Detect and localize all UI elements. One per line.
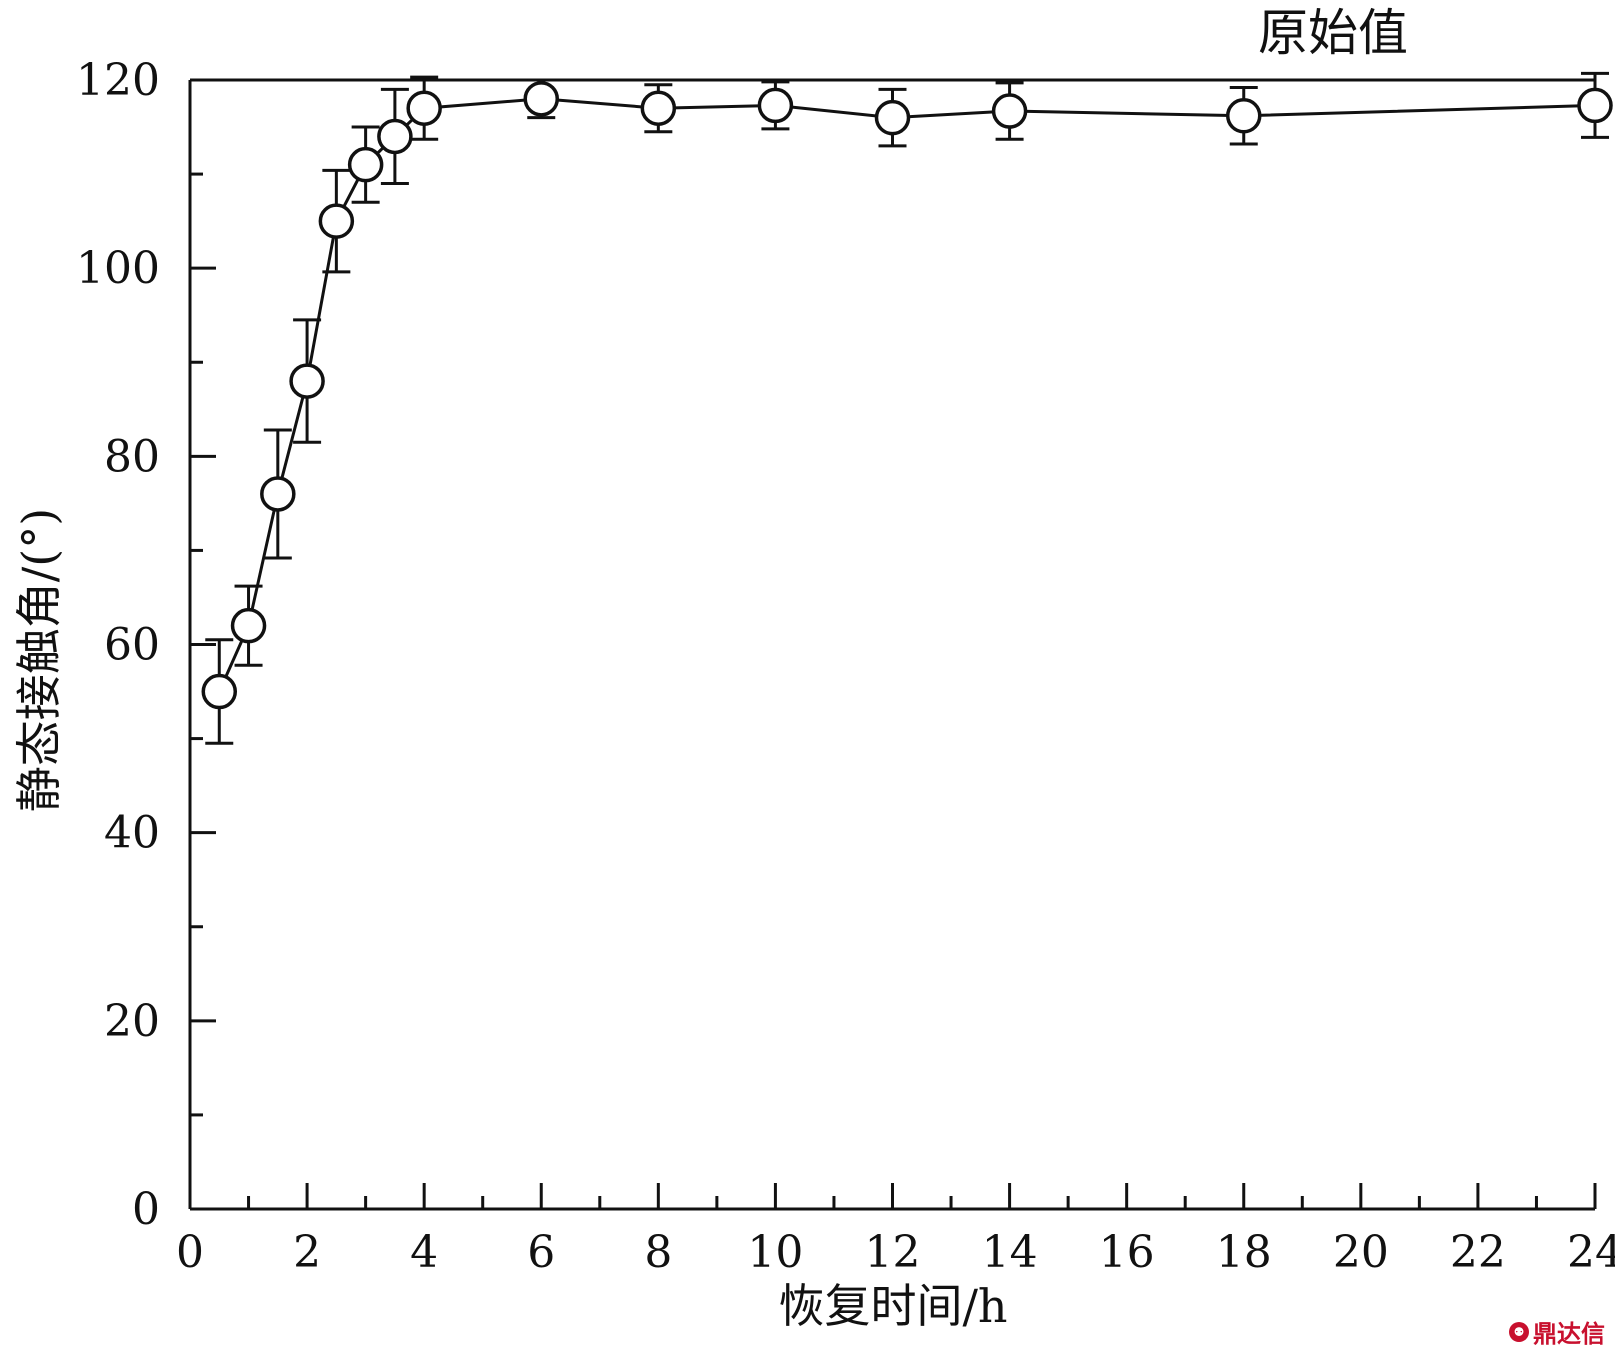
plot-area	[188, 80, 1595, 1211]
y-tick-label: 60	[104, 620, 160, 671]
x-tick-label: 18	[1216, 1227, 1272, 1278]
series-group	[201, 71, 1613, 745]
watermark: ⚉ 鼎达信	[1509, 1314, 1605, 1349]
data-point	[991, 93, 1028, 129]
data-point	[201, 673, 238, 710]
data-point	[523, 81, 559, 117]
series-line	[217, 97, 1596, 693]
data-point	[406, 90, 442, 126]
data-point	[347, 146, 384, 183]
y-tick-label: 0	[132, 1184, 160, 1235]
x-tick-label: 0	[176, 1227, 204, 1278]
data-point	[1226, 98, 1262, 134]
data-point	[874, 99, 911, 136]
y-tick-label: 120	[76, 55, 160, 106]
x-axis-ticks: 0 2 4 6 8 10 12 14 16 18 20 22 24	[176, 1183, 1615, 1278]
data-point	[640, 90, 677, 126]
x-tick-label: 6	[527, 1227, 555, 1278]
x-tick-label: 10	[747, 1227, 803, 1278]
x-tick-label: 16	[1099, 1227, 1155, 1278]
data-point	[260, 476, 296, 512]
x-tick-label: 8	[644, 1227, 672, 1278]
watermark-text: 鼎达信	[1533, 1320, 1605, 1348]
x-tick-label: 20	[1333, 1227, 1389, 1278]
x-tick-label: 12	[865, 1227, 921, 1278]
x-tick-label: 2	[293, 1227, 321, 1278]
y-tick-label: 40	[104, 808, 160, 859]
y-tick-label: 80	[104, 431, 160, 482]
data-point	[757, 87, 794, 124]
data-point	[289, 363, 325, 399]
y-tick-label: 20	[104, 996, 160, 1047]
data-point	[230, 607, 267, 644]
data-point	[318, 203, 355, 239]
x-tick-label: 24	[1567, 1227, 1615, 1278]
y-axis-title: 静态接触角/(°)	[12, 508, 66, 812]
x-tick-label: 22	[1450, 1227, 1506, 1278]
data-point	[377, 118, 413, 155]
data-point	[1577, 87, 1613, 124]
x-axis-title: 恢复时间/h	[778, 1279, 1007, 1333]
x-tick-label: 14	[982, 1227, 1038, 1278]
x-tick-label: 4	[410, 1227, 438, 1278]
y-tick-label: 100	[76, 243, 160, 294]
y-axis-ticks: 0 20 40 60 80 100 120	[76, 55, 216, 1235]
dingdaxin-logo-icon: ⚉	[1509, 1321, 1529, 1342]
reference-line-label: 原始值	[1258, 4, 1408, 62]
